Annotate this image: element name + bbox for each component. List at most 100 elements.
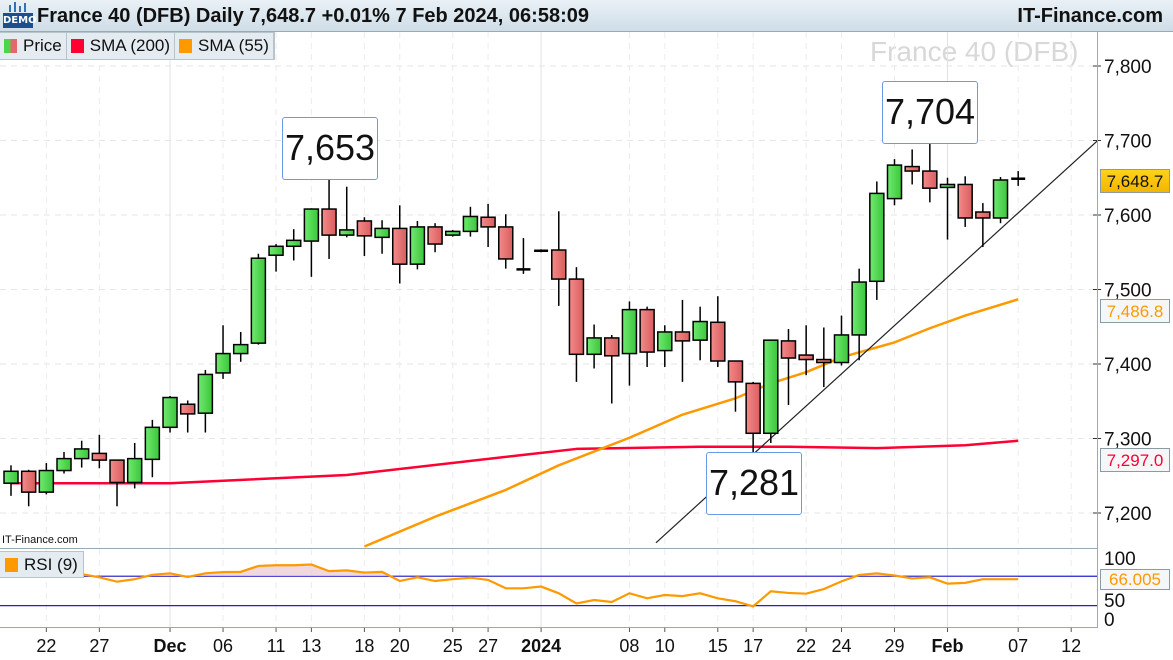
candle-up [692, 320, 708, 341]
candle-up [38, 469, 55, 493]
price-axis-line [1097, 32, 1098, 628]
y-tick-label: 7,200 [1104, 504, 1152, 525]
candle-up [586, 337, 602, 356]
sma55-swatch-icon [179, 39, 193, 53]
candle-up [215, 352, 231, 374]
x-tick-label: 25 [443, 636, 463, 656]
sma200-swatch-icon [70, 39, 84, 53]
x-tick-label: 12 [1061, 636, 1081, 656]
sma55-price-tag: 7,486.8 [1100, 299, 1170, 323]
candle-down [498, 226, 514, 260]
legend: Price SMA (200) SMA (55) [0, 32, 275, 60]
price-swatch-icon [4, 39, 17, 53]
rsi-legend-label: RSI (9) [24, 554, 78, 574]
candle-up [869, 192, 885, 283]
candle-up [462, 215, 479, 233]
candle-up [285, 239, 302, 248]
candle-up [144, 426, 161, 461]
x-tick-label: Dec [154, 636, 187, 656]
candle-up [763, 339, 779, 435]
x-tick-label: 08 [619, 636, 639, 656]
x-tick-label: 27 [89, 636, 109, 656]
legend-item-sma200[interactable]: SMA (200) [67, 33, 176, 59]
candle-up [992, 179, 1009, 219]
rsi-axis-line [0, 627, 1098, 628]
candle-up [162, 396, 178, 429]
legend-item-sma55[interactable]: SMA (55) [175, 33, 274, 59]
bars-icon [9, 2, 26, 12]
candle-up [73, 448, 90, 460]
candle-down [745, 382, 761, 435]
instrument-watermark: France 40 (DFB) [870, 36, 1079, 67]
rsi-tick-label: 100 [1104, 549, 1136, 570]
candle-down [568, 278, 585, 356]
demo-chart-icon: DEMO [3, 2, 37, 30]
candle-up [232, 343, 249, 355]
plot-area [3, 137, 1097, 548]
rsi-value-tag: 66.005 [1100, 569, 1170, 590]
last-price-tag: 7,648.7 [1100, 169, 1170, 193]
small-brand: IT-Finance.com [2, 534, 78, 546]
candle-down [109, 459, 125, 484]
candle-up [56, 457, 72, 472]
callout-high-jan: 7,704 [882, 81, 978, 144]
x-tick-label: 06 [213, 636, 233, 656]
candle-up [409, 226, 426, 265]
candle-down [551, 249, 567, 280]
rsi-overbought-fill [11, 564, 1019, 577]
callout-high-dec: 7,653 [282, 117, 378, 180]
legend-label: SMA (55) [198, 36, 269, 55]
candle-up [445, 230, 461, 236]
candle-up [268, 245, 284, 256]
candle-down [904, 165, 920, 172]
candle-down [20, 470, 37, 493]
candle-down [179, 403, 196, 415]
candle-up [3, 470, 19, 484]
legend-item-price[interactable]: Price [0, 33, 67, 59]
y-tick-label: 7,500 [1104, 281, 1152, 302]
candle-up [621, 308, 638, 355]
candle-up [939, 183, 956, 189]
candle-up [197, 373, 214, 414]
candle-up [657, 331, 673, 352]
x-tick-label: 18 [354, 636, 374, 656]
candle-down [91, 452, 108, 461]
candle-down [710, 321, 726, 362]
chart-title: France 40 (DFB) Daily 7,648.7 +0.01% 7 F… [37, 5, 589, 27]
candle-down [816, 358, 832, 364]
candle-down [922, 170, 938, 189]
candle-down [780, 340, 797, 359]
candle-down [480, 216, 496, 228]
x-tick-label: 07 [1008, 636, 1028, 656]
brand-logo-text: IT-Finance.com [1017, 5, 1163, 27]
rsi-line [11, 563, 1019, 608]
candle-down [975, 211, 991, 219]
x-tick-label: 20 [390, 636, 410, 656]
candle-down [427, 226, 443, 245]
candle-up [374, 227, 390, 239]
sma55-line [363, 298, 1019, 548]
x-tick-label: 22 [796, 636, 816, 656]
title-bar: DEMO France 40 (DFB) Daily 7,648.7 +0.01… [0, 0, 1173, 32]
callout-low-jan: 7,281 [706, 452, 802, 515]
candle-up [303, 208, 320, 242]
rsi-legend[interactable]: RSI (9) [0, 551, 84, 578]
candle-up [886, 164, 903, 200]
candle-up [338, 229, 355, 236]
candle-down [798, 354, 814, 361]
candle-up [126, 457, 143, 484]
rsi-tick-label: 0 [1104, 610, 1115, 631]
x-tick-label: Feb [932, 636, 964, 656]
x-tick-label: 29 [884, 636, 904, 656]
candle-down [604, 337, 620, 357]
legend-label: SMA (200) [89, 36, 171, 55]
x-tick-label: 13 [301, 636, 321, 656]
x-tick-label: 17 [743, 636, 763, 656]
candle-down [727, 360, 744, 383]
candle-down [356, 220, 373, 237]
y-tick-label: 7,700 [1104, 132, 1152, 153]
candle-up [250, 257, 267, 344]
candle-down [674, 331, 691, 342]
x-tick-label: 11 [267, 636, 286, 656]
